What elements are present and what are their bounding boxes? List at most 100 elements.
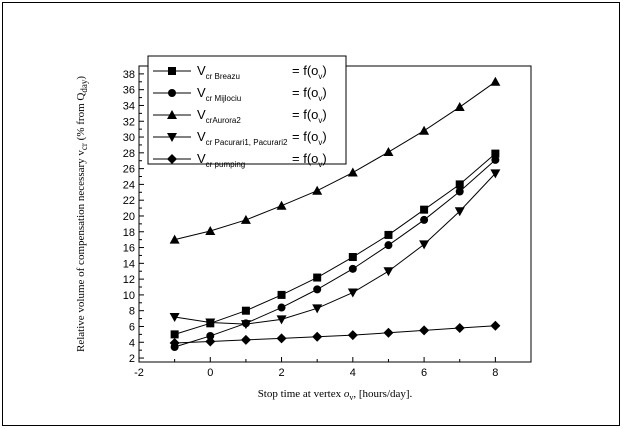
data-point	[455, 187, 464, 196]
chart-frame	[2, 2, 620, 426]
data-point	[205, 336, 216, 347]
data-point	[491, 155, 500, 164]
y-tick-label: 18	[123, 227, 135, 239]
legend-label: Vcr pumping	[197, 151, 245, 169]
y-tick-label: 6	[129, 321, 135, 333]
data-point	[419, 125, 430, 135]
legend-box	[147, 55, 347, 165]
y-tick-label: 10	[123, 290, 135, 302]
series-1	[170, 149, 500, 339]
data-point	[490, 76, 501, 86]
data-point	[206, 331, 215, 340]
data-point	[348, 253, 357, 262]
data-point	[420, 215, 429, 224]
data-point	[241, 306, 250, 315]
series-line	[174, 159, 496, 348]
data-point	[205, 318, 216, 328]
series-5	[169, 320, 501, 349]
data-point	[240, 320, 251, 330]
data-point	[169, 313, 180, 323]
y-tick-label: 4	[129, 337, 135, 349]
legend-function: = f(ov)	[292, 107, 327, 125]
data-point	[347, 167, 358, 177]
legend-item: VcrAurora2 = f(ov)	[153, 107, 327, 125]
x-tick-label: 6	[421, 367, 427, 379]
data-point	[312, 185, 323, 195]
x-tick-label: 4	[350, 367, 356, 379]
y-tick-label: 20	[123, 211, 135, 223]
y-axis-label: Relative volume of compensation necessar…	[75, 76, 89, 352]
data-point	[490, 320, 501, 331]
legend-function: = f(ov)	[292, 63, 327, 81]
data-point	[383, 267, 394, 277]
data-point	[420, 205, 429, 214]
series-4	[169, 169, 501, 330]
legend-marker	[167, 110, 177, 119]
y-tick-label: 26	[123, 164, 135, 176]
data-point	[491, 149, 500, 158]
legend-label: VcrAurora2	[197, 107, 241, 125]
y-tick-label: 12	[123, 274, 135, 286]
y-tick-label: 16	[123, 243, 135, 255]
data-point	[384, 241, 393, 250]
y-tick-label: 30	[123, 132, 135, 144]
legend-function: = f(ov)	[292, 85, 327, 103]
y-tick-label: 14	[123, 258, 135, 270]
data-point	[347, 288, 358, 298]
data-point	[240, 334, 251, 345]
data-point	[384, 230, 393, 239]
data-point	[313, 285, 322, 294]
data-point	[419, 240, 430, 250]
y-tick-label: 8	[129, 306, 135, 318]
y-tick-label: 36	[123, 85, 135, 97]
data-point	[276, 200, 287, 210]
legend-marker	[168, 67, 176, 75]
data-point	[454, 102, 465, 112]
legend-item: Vcr Breazu = f(ov)	[153, 63, 327, 81]
x-axis-ticks: -2 0 2 4 6 8	[134, 357, 498, 379]
data-point	[276, 315, 287, 325]
data-point	[240, 214, 251, 224]
data-point	[277, 303, 286, 312]
x-tick-label: 2	[278, 367, 284, 379]
legend-function: = f(ov)	[292, 151, 327, 169]
legend-function: = f(ov)	[292, 129, 327, 147]
data-point	[455, 180, 464, 189]
data-point	[383, 327, 394, 338]
data-point	[170, 330, 179, 339]
data-point	[454, 323, 465, 334]
data-point	[276, 333, 287, 344]
series-line	[174, 153, 496, 335]
x-tick-label: 8	[492, 367, 498, 379]
legend-label: Vcr Mijlociu	[197, 85, 241, 103]
y-tick-label: 28	[123, 148, 135, 160]
data-point	[169, 234, 180, 244]
y-tick-label: 24	[123, 179, 135, 191]
data-point	[347, 330, 358, 341]
series-line	[174, 81, 496, 241]
data-point	[490, 169, 501, 179]
data-point	[348, 264, 357, 273]
y-tick-label: 38	[123, 69, 135, 81]
legend-item: Vcr Mijlociu = f(ov)	[153, 85, 327, 103]
legend: Vcr Breazu = f(ov)Vcr Mijlociu = f(ov)VcrA…	[147, 55, 347, 169]
y-tick-label: 34	[123, 100, 135, 112]
series-3	[169, 76, 501, 244]
series-line	[174, 173, 496, 325]
data-point	[169, 338, 180, 349]
data-point	[312, 331, 323, 342]
data-point	[277, 290, 286, 299]
legend-label: Vcr Breazu	[197, 63, 240, 81]
series-2	[170, 155, 500, 352]
legend-marker	[168, 89, 176, 97]
legend-label: Vcr Pacurari1, Pacurari2	[197, 129, 288, 147]
legend-item: Vcr Pacurari1, Pacurari2 = f(ov)	[153, 129, 327, 147]
data-point	[205, 225, 216, 235]
legend-marker	[167, 133, 177, 142]
data-point	[312, 304, 323, 314]
legend-item: Vcr pumping = f(ov)	[153, 151, 327, 169]
data-point	[383, 147, 394, 157]
y-tick-label: 32	[123, 116, 135, 128]
legend-marker	[167, 154, 177, 164]
